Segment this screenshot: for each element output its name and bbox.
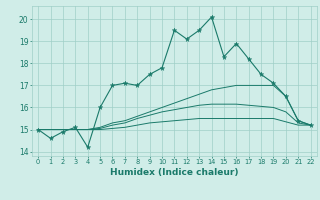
X-axis label: Humidex (Indice chaleur): Humidex (Indice chaleur) — [110, 168, 239, 177]
